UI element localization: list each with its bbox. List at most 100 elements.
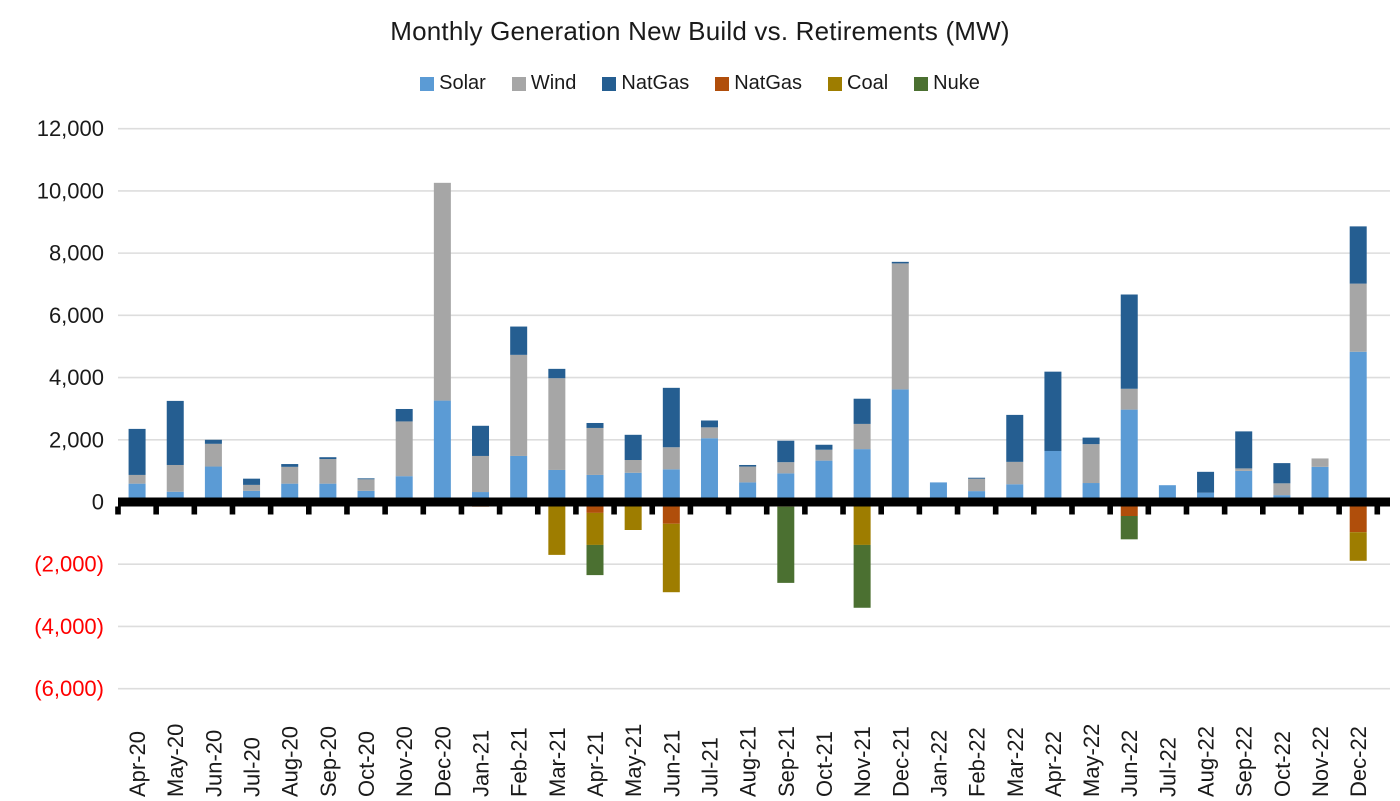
x-tick-label: Dec-22: [1346, 726, 1371, 797]
bar-segment-Oct-21-solar-0: [815, 460, 833, 502]
x-tick-label: Jul-20: [240, 737, 265, 797]
x-tick-label: Mar-21: [545, 727, 570, 797]
bar-segment-Feb-22-natgas-2: [968, 477, 986, 479]
x-tick-mark: [573, 506, 579, 515]
x-tick-mark: [725, 506, 732, 515]
bar-segment-Nov-20-wind-1: [395, 421, 413, 477]
y-tick-label: 4,000: [49, 365, 104, 390]
bar-segment-May-21-solar-0: [624, 472, 642, 502]
x-tick-label: Nov-22: [1308, 726, 1333, 797]
bar-segment-Nov-21-wind-1: [853, 423, 871, 450]
bar-segment-Sep-21-wind-1: [777, 462, 795, 474]
legend-item-natgas-2: NatGas: [602, 72, 689, 95]
bar-segment-May-22-natgas-2: [1082, 437, 1100, 445]
bar-segment-Dec-20-solar-0: [433, 400, 451, 502]
bar-segment-Jul-21-natgas-2: [700, 420, 718, 428]
legend-swatch-icon: [715, 76, 730, 91]
x-tick-label: Jul-22: [1155, 737, 1180, 797]
x-tick-mark: [1031, 506, 1037, 515]
y-tick-label: 6,000: [49, 303, 104, 328]
bar-segment-Dec-22-solar-0: [1349, 351, 1367, 502]
x-axis-labels: Apr-20 May-20 Jun-20 Jul-20 Aug-20 Sep-20 Oct-…: [125, 724, 1371, 797]
y-tick-label: 0: [92, 490, 104, 515]
legend-item-coal-4: Coal: [828, 72, 888, 95]
bar-segment-May-20-solar-0: [166, 491, 184, 502]
legend-item-nuke-5: Nuke: [914, 72, 980, 95]
legend-swatch-icon: [828, 76, 843, 91]
bar-segment-Mar-22-wind-1: [1006, 461, 1024, 485]
bar-segment-Jun-20-solar-0: [204, 466, 222, 502]
bar-segment-Dec-22-natgas-2: [1349, 226, 1367, 284]
bar-segment-Apr-20-solar-0: [128, 483, 146, 502]
bar-segment-Feb-22-solar-0: [968, 491, 986, 502]
x-tick-label: Jun-20: [201, 730, 226, 797]
bar-segment-Dec-21-wind-1: [891, 263, 909, 390]
x-tick-label: Apr-22: [1041, 731, 1066, 797]
bar-segment-Jun-22-solar-0: [1120, 409, 1138, 502]
bar-segment-Jun-22-wind-1: [1120, 388, 1138, 410]
bar-segment-Dec-21-solar-0: [891, 389, 909, 502]
x-tick-mark: [802, 506, 808, 515]
bar-segment-Jan-21-solar-0: [472, 492, 490, 502]
bar-segment-Sep-21-solar-0: [777, 473, 795, 502]
bar-segment-Sep-22-natgas-2: [1235, 431, 1253, 469]
bar-segment-Apr-21-wind-1: [586, 427, 604, 475]
x-tick-mark: [458, 506, 465, 515]
bar-segment-Jan-21-natgas-2: [472, 425, 490, 456]
bar-segment-Jun-21-natgas-2: [662, 387, 680, 448]
bar-segment-Jun-20-natgas-2: [204, 439, 222, 444]
bar-segment-May-21-coal-4: [624, 502, 642, 530]
legend-label: Wind: [530, 72, 577, 94]
legend-label: Solar: [439, 72, 486, 94]
bar-segment-Aug-22-natgas-2: [1197, 471, 1215, 493]
bar-segment-Mar-21-wind-1: [548, 378, 566, 470]
bar-segment-Nov-22-solar-0: [1311, 466, 1329, 502]
bar-segment-Apr-21-natgas-2: [586, 422, 604, 428]
bar-segment-Jul-20-solar-0: [243, 490, 261, 502]
bar-segment-Apr-20-natgas-2: [128, 428, 146, 475]
x-tick-label: Apr-20: [125, 731, 150, 797]
chart-title: Monthly Generation New Build vs. Retirem…: [390, 16, 1010, 46]
x-tick-mark: [382, 506, 388, 515]
bar-segment-Oct-22-natgas-2: [1273, 463, 1291, 484]
x-tick-mark: [992, 506, 999, 515]
bar-segment-Mar-21-natgas-2: [548, 368, 566, 379]
bar-segment-Nov-20-solar-0: [395, 476, 413, 502]
x-tick-label: Dec-21: [888, 726, 913, 797]
bar-segment-Jul-20-wind-1: [243, 484, 261, 491]
bar-segment-Oct-21-wind-1: [815, 449, 833, 461]
x-tick-mark: [534, 506, 541, 515]
x-tick-label: Jan-22: [926, 730, 951, 797]
x-tick-label: May-22: [1079, 724, 1104, 797]
x-tick-label: Feb-22: [965, 727, 990, 797]
bar-segment-Oct-21-natgas-2: [815, 444, 833, 450]
bar-segment-Sep-20-wind-1: [319, 459, 337, 484]
bar-segment-Feb-22-wind-1: [968, 478, 986, 492]
bar-segment-Apr-20-wind-1: [128, 474, 146, 484]
bar-segment-Dec-22-wind-1: [1349, 283, 1367, 352]
bar-segment-May-20-natgas-2: [166, 400, 184, 465]
x-tick-mark: [1374, 506, 1381, 515]
x-tick-mark: [611, 506, 617, 515]
legend-label: Nuke: [933, 72, 980, 94]
x-tick-label: Jan-21: [469, 730, 494, 797]
bar-segment-Aug-21-solar-0: [739, 482, 757, 502]
bar-segment-Apr-22-solar-0: [1044, 450, 1062, 502]
bar-segment-Apr-22-natgas-2: [1044, 371, 1062, 451]
y-tick-label: 10,000: [37, 178, 104, 203]
x-tick-mark: [954, 506, 961, 515]
legend-item-solar-0: Solar: [420, 72, 486, 95]
x-tick-mark: [191, 506, 198, 515]
legend-label: NatGas: [734, 72, 803, 94]
x-tick-mark: [687, 506, 694, 515]
x-tick-label: Apr-21: [583, 731, 608, 797]
bar-segment-Aug-20-solar-0: [281, 483, 299, 502]
bar-segment-Aug-22-solar-0: [1197, 492, 1215, 502]
x-tick-label: May-21: [621, 724, 646, 797]
bar-segment-Dec-22-coal-4: [1349, 532, 1367, 561]
x-tick-label: Jun-22: [1117, 730, 1142, 797]
bar-segment-Mar-22-natgas-2: [1006, 414, 1024, 462]
bar-segment-Aug-20-wind-1: [281, 466, 299, 484]
x-tick-label: Oct-21: [812, 731, 837, 797]
x-tick-label: Aug-21: [736, 726, 761, 797]
